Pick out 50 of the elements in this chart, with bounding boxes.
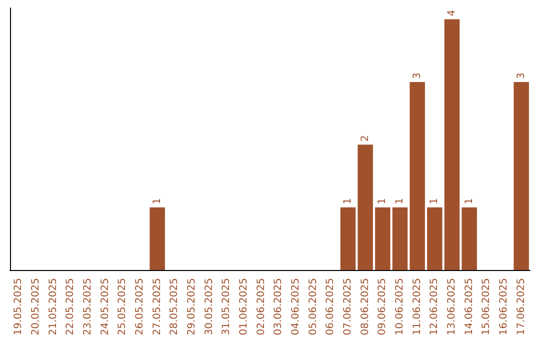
- x-tick-label: 29.05.2025: [186, 278, 198, 336]
- x-tick-label: 10.06.2025: [394, 278, 406, 336]
- x-tick-label: 16.06.2025: [498, 278, 510, 336]
- x-tick-label: 30.05.2025: [204, 278, 215, 336]
- x-tick-label: 19.05.2025: [13, 278, 24, 336]
- data-label: 2: [360, 135, 371, 142]
- bar: [427, 207, 442, 270]
- x-tick-label: 23.05.2025: [82, 278, 94, 336]
- x-tick-label: 31.05.2025: [221, 278, 232, 336]
- bar: [410, 82, 425, 270]
- data-label: 1: [394, 198, 406, 204]
- x-tick-label: 11.06.2025: [412, 278, 423, 336]
- x-tick-label: 24.05.2025: [100, 278, 111, 336]
- bar: [462, 207, 477, 270]
- x-tick-label: 03.06.2025: [273, 278, 284, 336]
- bar: [375, 207, 390, 270]
- x-tick-label: 15.06.2025: [481, 278, 492, 336]
- data-label: 3: [516, 72, 527, 79]
- data-label: 1: [152, 198, 163, 204]
- data-label: 1: [342, 198, 354, 204]
- bar: [358, 144, 373, 270]
- bar: [514, 82, 529, 270]
- data-label: 1: [429, 198, 440, 204]
- x-tick-label: 02.06.2025: [256, 278, 267, 336]
- data-label: 1: [464, 198, 475, 204]
- x-tick-label: 05.06.2025: [308, 278, 319, 336]
- x-tick-label: 13.06.2025: [446, 278, 458, 336]
- x-tick-label: 14.06.2025: [464, 278, 475, 336]
- x-tick-label: 26.05.2025: [134, 278, 146, 336]
- x-tick-label: 20.05.2025: [30, 278, 42, 336]
- x-tick-label: 28.05.2025: [169, 278, 180, 336]
- x-tick-label: 04.06.2025: [290, 278, 302, 336]
- x-tick-label: 09.06.2025: [377, 278, 388, 336]
- x-tick-label: 06.06.2025: [325, 278, 336, 336]
- x-tick-label: 12.06.2025: [429, 278, 440, 336]
- data-label: 3: [412, 72, 423, 79]
- x-tick-label: 22.05.2025: [65, 278, 76, 336]
- x-tick-label: 21.05.2025: [48, 278, 59, 336]
- x-tick-label: 01.06.2025: [238, 278, 250, 336]
- x-tick-label: 07.06.2025: [342, 278, 354, 336]
- x-tick-label: 25.05.2025: [117, 278, 128, 336]
- x-tick-label: 08.06.2025: [360, 278, 371, 336]
- x-tick-label: 27.05.2025: [152, 278, 163, 336]
- x-tick-label: 17.06.2025: [516, 278, 527, 336]
- bar: [392, 207, 408, 270]
- data-label: 1: [377, 198, 388, 204]
- data-label: 4: [446, 10, 458, 16]
- bar: [150, 207, 165, 270]
- bar: [340, 207, 356, 270]
- bar: [444, 19, 460, 270]
